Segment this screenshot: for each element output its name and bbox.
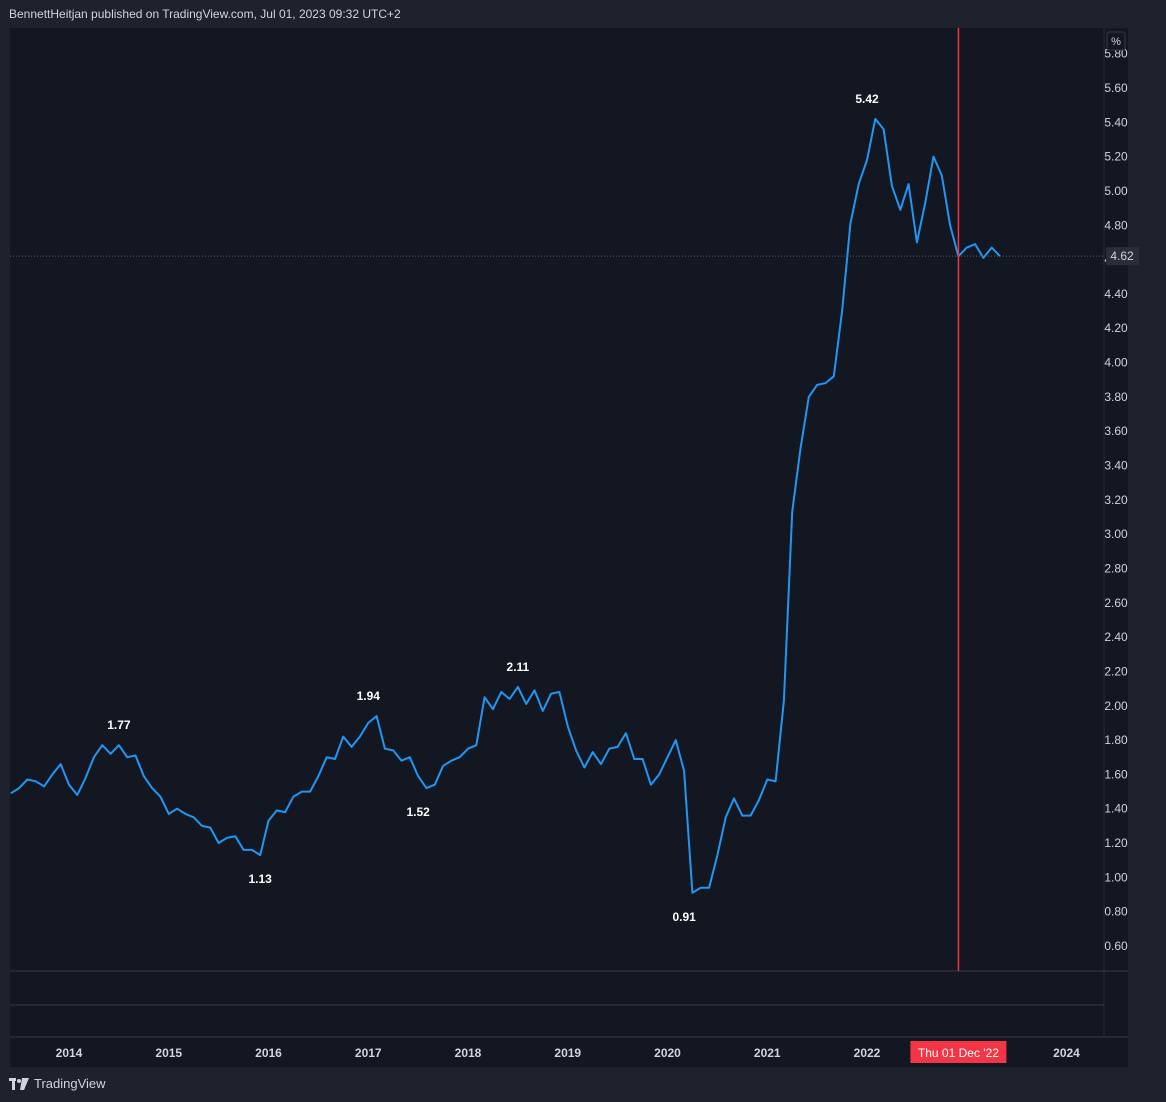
- x-tick-label: 2019: [554, 1046, 581, 1060]
- y-tick-label: 1.40: [1104, 802, 1128, 816]
- tradingview-brand[interactable]: TradingView: [9, 1076, 106, 1091]
- annotation-label: 0.91: [672, 910, 696, 924]
- y-tick-label: 5.60: [1104, 81, 1128, 95]
- y-tick-label: 4.20: [1104, 321, 1128, 335]
- y-tick-label: 3.40: [1104, 459, 1128, 473]
- y-tick-label: 4.40: [1104, 287, 1128, 301]
- annotation-label: 1.13: [249, 872, 273, 886]
- brand-name: TradingView: [34, 1076, 106, 1091]
- series-layer: [10, 117, 1001, 894]
- axes-layer: [10, 28, 1128, 1038]
- y-tick-label: 2.80: [1104, 561, 1128, 575]
- chart-background: [10, 28, 1128, 1067]
- y-tick-label: 3.80: [1104, 390, 1128, 404]
- unit-badge: %: [1106, 31, 1126, 51]
- annotation-label: 5.42: [855, 92, 879, 106]
- date-marker-box: [910, 1041, 1007, 1063]
- y-tick-label: 5.20: [1104, 150, 1128, 164]
- publisher-line: BennettHeitjan published on TradingView.…: [9, 7, 401, 21]
- last-value-layer: 4.62: [10, 247, 1139, 266]
- annotation-label: 2.11: [507, 660, 530, 674]
- y-tick-label: 4.80: [1104, 218, 1128, 232]
- x-tick-label: 2016: [255, 1046, 282, 1060]
- y-tick-label: 2.40: [1104, 630, 1128, 644]
- x-tick-labels: 2014 2015 2016 2017 2018 2019 2020 2021 2022 2024: [56, 1046, 1081, 1060]
- y-tick-label: 4.00: [1104, 356, 1128, 370]
- y-tick-label: 1.00: [1104, 870, 1128, 884]
- x-tick-label: 2022: [854, 1046, 881, 1060]
- y-tick-label: 1.60: [1104, 767, 1128, 781]
- tradingview-logo-icon: [9, 1077, 29, 1090]
- annotation-label: 1.77: [107, 718, 131, 732]
- unit-label: %: [1111, 36, 1121, 48]
- x-tick-label: 2018: [455, 1046, 482, 1060]
- y-tick-labels: 0.60 0.80 1.00 1.20 1.40 1.60 1.80 2.00 2.20 2.40…: [1104, 47, 1128, 953]
- last-value-label: 4.62: [1110, 249, 1134, 263]
- y-tick-label: 1.80: [1104, 733, 1128, 747]
- x-tick-label: 2024: [1053, 1046, 1080, 1060]
- x-tick-label: 2020: [654, 1046, 681, 1060]
- x-tick-label: 2017: [355, 1046, 382, 1060]
- annotation-label: 1.94: [357, 689, 381, 703]
- y-tick-label: 5.40: [1104, 115, 1128, 129]
- annotation-label: 1.52: [406, 805, 430, 819]
- y-tick-label: 2.20: [1104, 664, 1128, 678]
- y-tick-label: 0.60: [1104, 939, 1128, 953]
- y-tick-label: 2.00: [1104, 699, 1128, 713]
- last-value-box: [1106, 247, 1139, 266]
- y-tick-label: 3.60: [1104, 424, 1128, 438]
- y-tick-label: 2.60: [1104, 596, 1128, 610]
- unit-badge-box: [1106, 31, 1126, 51]
- y-tick-label: 3.00: [1104, 527, 1128, 541]
- x-tick-label: 2015: [155, 1046, 182, 1060]
- series-line: [10, 117, 1001, 894]
- date-marker-label: Thu 01 Dec '22: [918, 1046, 999, 1060]
- x-tick-label: 2014: [56, 1046, 83, 1060]
- y-tick-label: 5.00: [1104, 184, 1128, 198]
- y-tick-label: 0.80: [1104, 905, 1128, 919]
- x-tick-label: 2021: [754, 1046, 781, 1060]
- y-tick-label: 3.20: [1104, 493, 1128, 507]
- crosshair-marker-layer: Thu 01 Dec '22: [910, 28, 1007, 1063]
- annotation-layer: 1.77 1.13 1.94 1.52 2.11 0.91 5.42: [107, 92, 879, 924]
- y-tick-label: 1.20: [1104, 836, 1128, 850]
